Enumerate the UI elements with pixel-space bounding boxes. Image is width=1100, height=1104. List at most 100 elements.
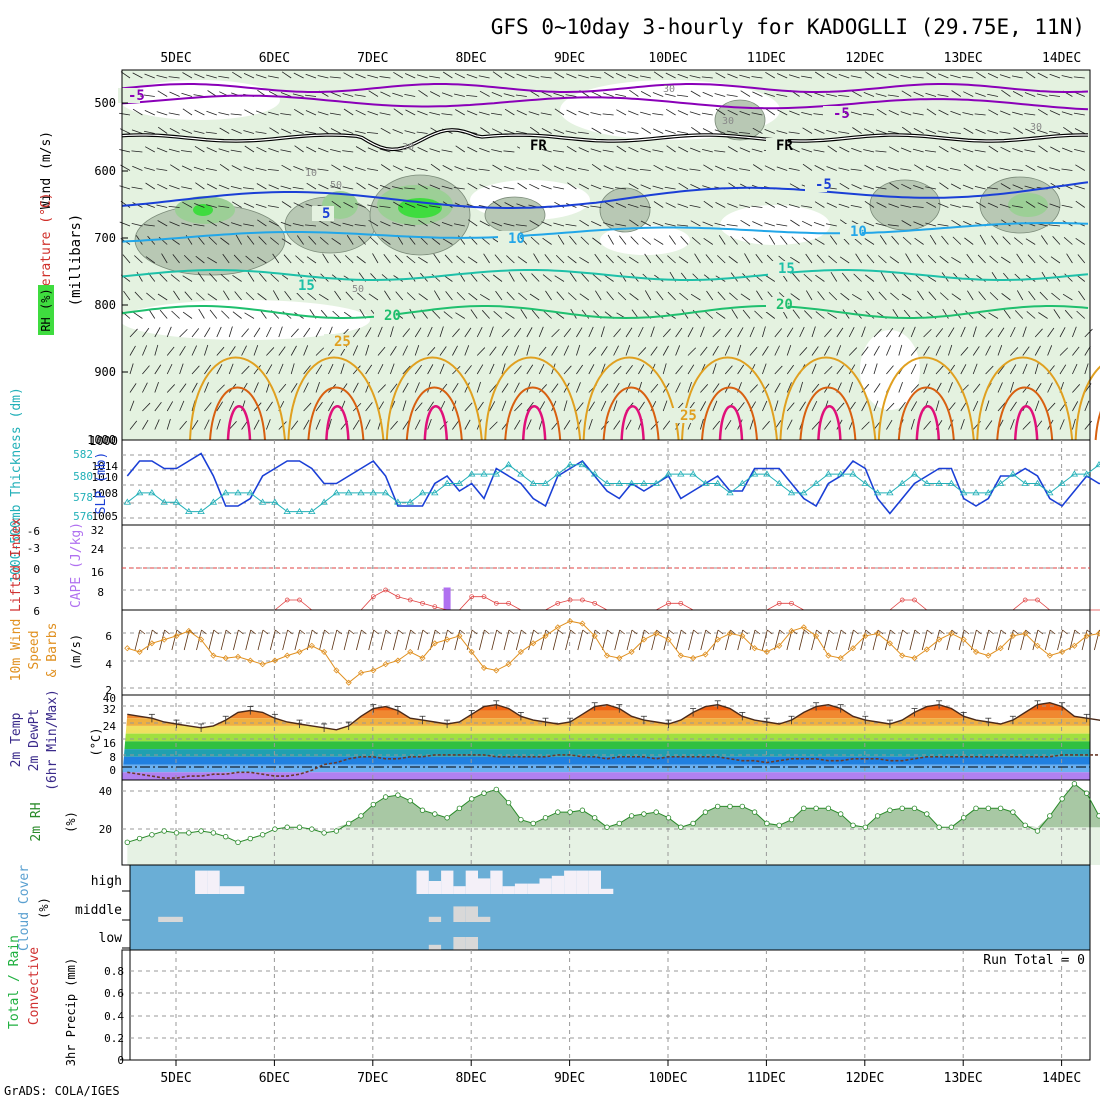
thickness-point <box>346 490 352 495</box>
thickness-point <box>235 490 241 495</box>
rh2m-point <box>396 793 401 798</box>
thickness-point <box>383 490 389 495</box>
date-label-bottom: 12DEC <box>845 1071 884 1086</box>
rh2m-point <box>297 825 302 830</box>
rh2m-point <box>408 798 413 803</box>
ylabel-wind10: 10m Wind <box>9 619 24 682</box>
date-label-bottom: 9DEC <box>554 1071 585 1086</box>
rh2m-point <box>174 831 179 836</box>
rh2m-point <box>814 806 819 811</box>
cape-tick: 16 <box>91 566 104 579</box>
cloud-bar <box>564 871 576 894</box>
rh2m-point <box>433 812 438 817</box>
date-label-bottom: 10DEC <box>648 1071 687 1086</box>
ylabel-temp2m: 2m Temp <box>9 712 24 767</box>
cloud-bar <box>540 878 552 894</box>
li-tick: -3 <box>27 542 40 555</box>
chart-title: GFS 0~10day 3-hourly for KADOGLLI (29.75… <box>491 15 1085 39</box>
rh2m-point <box>150 832 155 837</box>
ylabel-wind10-unit: (m/s) <box>69 634 83 670</box>
date-label-top: 10DEC <box>648 51 687 66</box>
ylabel-lifted-index: Lifted Index <box>9 518 24 612</box>
precip-tick: 0.4 <box>104 1010 124 1023</box>
rh2m-point <box>629 814 634 819</box>
rh2m-point <box>605 825 610 830</box>
temp-band <box>122 695 1090 703</box>
cloud-bar <box>466 871 478 894</box>
wind10-barb <box>566 630 571 650</box>
cloud-bar <box>490 871 502 894</box>
rh2m-point <box>961 815 966 820</box>
precip-tick: 0.8 <box>104 965 124 978</box>
ylabel-rh2m-unit: (%) <box>64 811 78 833</box>
thickness-tick: 576 <box>73 510 93 523</box>
pressure-tick: 800 <box>94 298 116 312</box>
temp-tick: 32 <box>103 703 116 716</box>
date-label-bottom: 6DEC <box>259 1071 290 1086</box>
wind10-barb-flag <box>1038 630 1043 634</box>
rh2m-point <box>728 804 733 809</box>
date-label-top: 5DEC <box>160 51 191 66</box>
thickness-tick: 582 <box>73 448 93 461</box>
wind10-barb <box>590 630 595 650</box>
wind10-barb-flag <box>583 630 588 634</box>
temp-tick: 8 <box>109 751 116 764</box>
pressure-tick: 500 <box>94 96 116 110</box>
rh2m-point <box>137 836 142 841</box>
credit-label: GrADS: COLA/IGES <box>4 1084 120 1098</box>
wind10-barb <box>430 630 435 650</box>
cloud-bar <box>589 871 601 894</box>
wind10-barb <box>406 630 411 650</box>
slp-line <box>127 454 1100 522</box>
rh2m-point <box>285 825 290 830</box>
rh2m-point <box>334 829 339 834</box>
rh2m-point <box>986 806 991 811</box>
wind10-barb-flag <box>238 630 243 634</box>
isotherm-label: -5 <box>833 106 850 122</box>
cloud-bar <box>429 917 441 922</box>
cloud-bar <box>195 871 207 894</box>
ylabel-cloud-unit: (%) <box>37 897 51 919</box>
cape-tick: 24 <box>91 543 105 556</box>
isotherm-label: -5 <box>128 88 145 104</box>
cape-bar <box>444 588 451 611</box>
thickness-point <box>420 490 426 495</box>
pressure-tick: 900 <box>94 365 116 379</box>
cloud-bar <box>466 906 478 922</box>
rh-contour-label: 30 <box>1030 122 1042 133</box>
cloud-level-label: middle <box>75 903 122 918</box>
rh2m-point <box>211 831 216 836</box>
temp-band <box>122 718 1090 726</box>
rh2m-point <box>740 804 745 809</box>
date-label-top: 11DEC <box>747 51 786 66</box>
wind10-barb <box>799 630 804 650</box>
cloud-bar <box>466 937 478 950</box>
rh2m-point <box>1072 781 1077 786</box>
thickness-point <box>137 490 143 495</box>
rh2m-point <box>248 836 253 841</box>
cloud-bar <box>478 917 490 922</box>
wind-panel-frame <box>122 610 1090 695</box>
date-label-top: 14DEC <box>1042 51 1081 66</box>
rh2m-point <box>420 808 425 813</box>
wind10-barb-flag <box>1013 630 1018 634</box>
wind10-barb <box>750 630 755 650</box>
rh2m-point <box>888 808 893 813</box>
temp-band <box>122 741 1090 749</box>
rh2m-tick: 20 <box>99 823 112 836</box>
rh-contour-label: 50 <box>352 284 364 295</box>
cloud-bar <box>453 886 465 894</box>
cloud-bar <box>429 881 441 894</box>
cloud-bar <box>441 871 453 894</box>
cloud-bar <box>453 937 465 950</box>
isotherm-label: -5 <box>815 177 832 193</box>
cloud-bar <box>576 871 588 894</box>
rh2m-point <box>457 806 462 811</box>
isotherm-label: 20 <box>776 297 793 313</box>
rh2m-point <box>752 810 757 815</box>
ylabel-slp: SLP (mb) <box>94 452 109 515</box>
rh2m-point <box>974 806 979 811</box>
temp-band <box>122 765 1090 773</box>
temp-band <box>122 749 1090 757</box>
